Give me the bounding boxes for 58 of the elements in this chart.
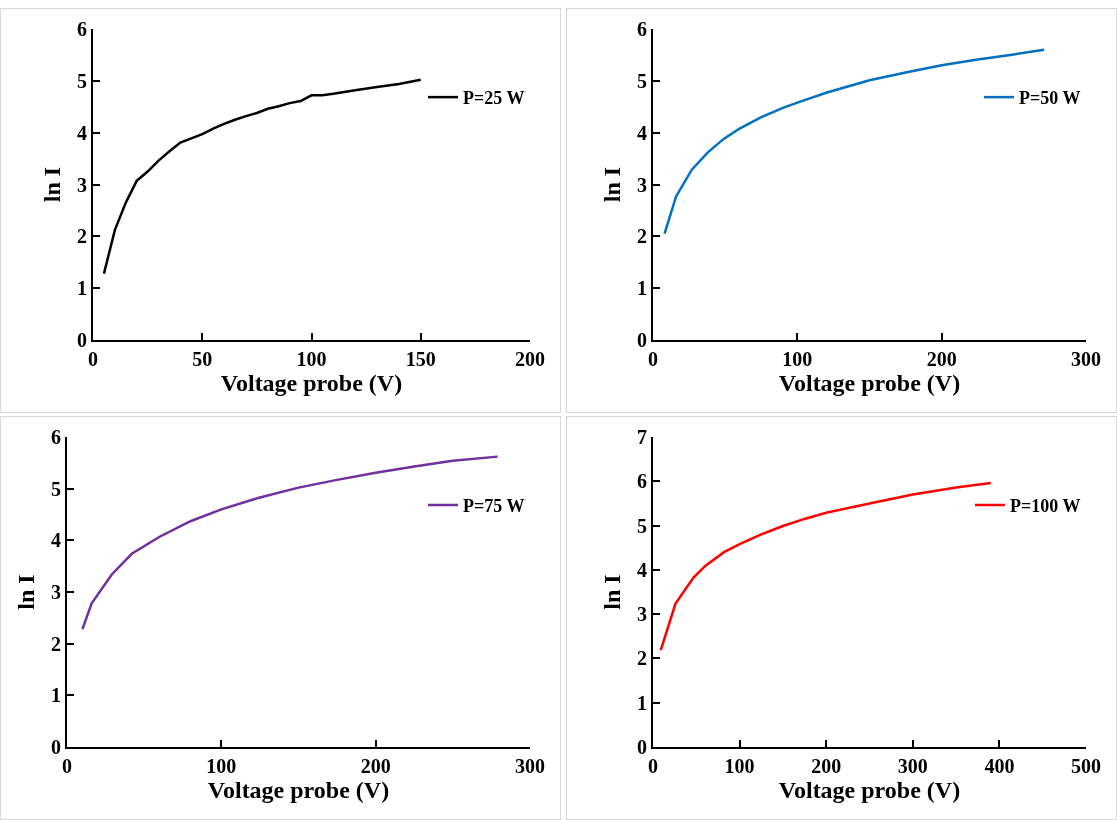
y-tick-label: 2: [637, 647, 647, 670]
y-axis-title: ln I: [598, 166, 625, 203]
y-axis-title: ln I: [38, 166, 65, 203]
y-tick-label: 5: [51, 477, 61, 500]
x-axis-title: Voltage probe (V): [220, 370, 403, 396]
x-tick-label: 300: [897, 755, 928, 777]
x-tick-label: 200: [811, 755, 842, 777]
y-tick-label: 2: [637, 225, 647, 248]
x-tick-label: 100: [296, 348, 327, 370]
legend-label: P=50 W: [1019, 88, 1081, 109]
x-axis-title: Voltage probe (V): [778, 777, 961, 803]
y-tick-label: 4: [637, 121, 647, 144]
y-tick-label: 1: [637, 691, 647, 714]
y-tick-label: 4: [637, 558, 647, 581]
y-tick-label: 5: [637, 69, 647, 92]
y-tick-label: 2: [51, 632, 61, 655]
y-axis-title: ln I: [598, 574, 625, 610]
y-tick-label: 3: [77, 173, 87, 196]
y-tick-label: 6: [77, 18, 87, 40]
x-tick-label: 150: [405, 348, 436, 370]
y-tick-label: 0: [77, 329, 87, 351]
y-tick-label: 0: [51, 736, 61, 758]
y-tick-label: 6: [51, 426, 61, 448]
y-tick-label: 1: [77, 277, 87, 300]
y-tick-label: 7: [637, 426, 647, 448]
legend-label: P=75 W: [463, 495, 525, 516]
x-axis-title: Voltage probe (V): [207, 777, 390, 803]
y-axis-title: ln I: [12, 574, 39, 610]
line-series: [102, 78, 422, 275]
y-tick-label: 1: [51, 684, 61, 707]
x-tick-label: 200: [926, 348, 957, 370]
x-tick-label: 100: [782, 348, 813, 370]
y-tick-label: 2: [77, 225, 87, 248]
y-tick-label: 5: [637, 514, 647, 537]
x-tick-label: 100: [724, 755, 755, 777]
y-tick-label: 6: [637, 18, 647, 40]
x-tick-label: 500: [1071, 755, 1101, 777]
x-tick-label: 50: [192, 348, 213, 370]
legend-label: P=100 W: [1010, 495, 1081, 516]
y-tick-label: 5: [77, 69, 87, 92]
x-tick-label: 300: [515, 755, 545, 777]
y-tick-label: 3: [51, 581, 61, 603]
y-tick-label: 0: [637, 329, 647, 351]
x-tick-label: 200: [515, 348, 545, 370]
y-tick-label: 4: [51, 529, 61, 552]
legend-label: P=25 W: [463, 88, 525, 109]
x-tick-label: 100: [206, 755, 237, 777]
y-tick-label: 1: [637, 277, 647, 300]
y-tick-label: 4: [77, 121, 87, 144]
y-tick-label: 6: [637, 470, 647, 493]
line-series: [659, 481, 992, 652]
y-tick-label: 0: [637, 736, 647, 758]
x-axis-title: Voltage probe (V): [778, 370, 961, 396]
x-tick-label: 200: [360, 755, 391, 777]
x-tick-label: 400: [984, 755, 1015, 777]
y-tick-label: 3: [637, 603, 647, 626]
x-tick-label: 300: [1071, 348, 1101, 370]
y-tick-label: 3: [637, 173, 647, 196]
